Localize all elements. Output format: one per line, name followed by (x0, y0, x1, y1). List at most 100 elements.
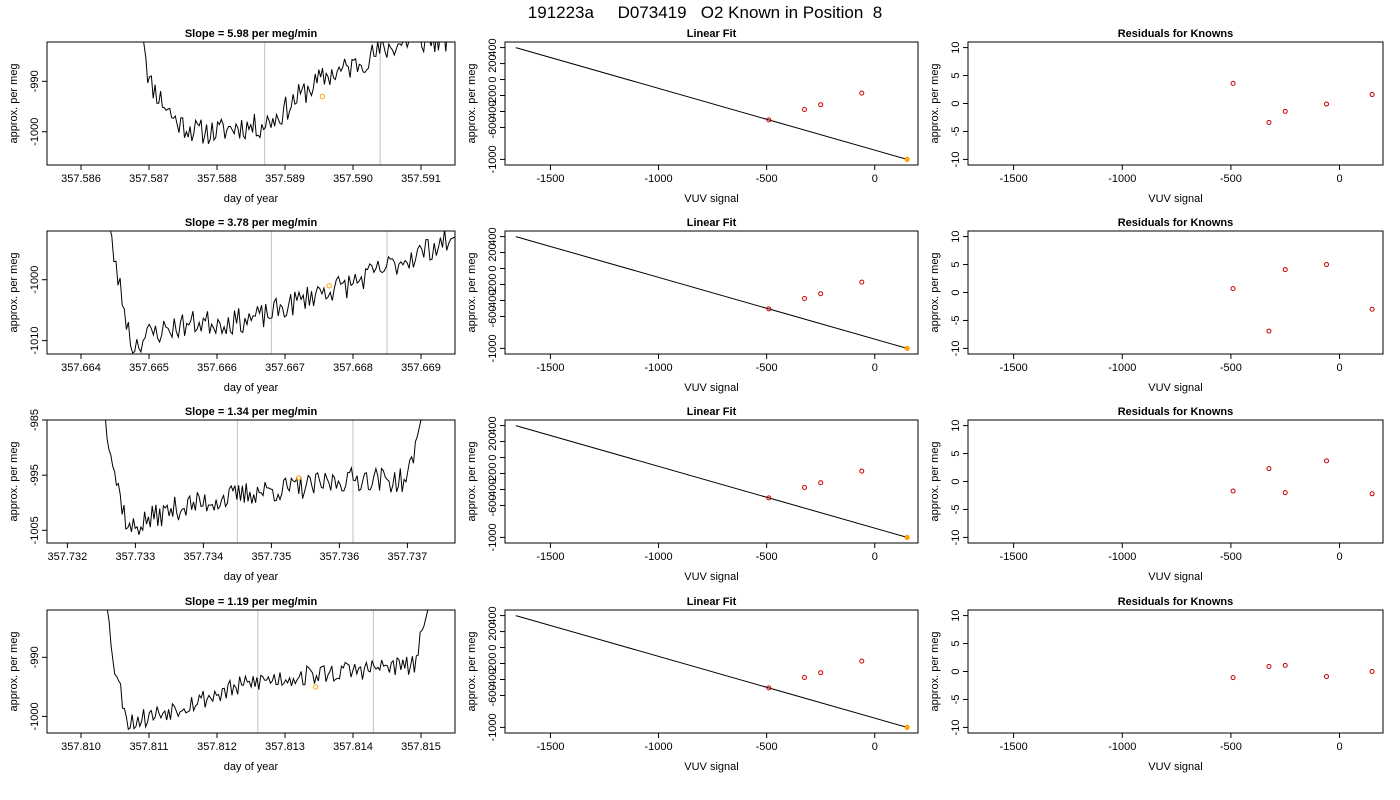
residual-point (1282, 108, 1288, 114)
y-tick-label: 200 (487, 54, 499, 72)
x-tick-label: 357.591 (401, 173, 441, 185)
x-tick-label: 357.734 (184, 551, 224, 563)
y-axis-label: approx. per meg (929, 441, 941, 521)
known-point (766, 306, 772, 312)
y-tick-label: -600 (487, 684, 499, 706)
y-axis-label: approx. per meg (8, 252, 20, 332)
y-axis-label: approx. per meg (466, 631, 478, 711)
x-tick-label: 0 (1336, 362, 1342, 374)
y-tick-label: -200 (487, 462, 499, 484)
x-tick-label: -500 (1220, 551, 1242, 563)
x-axis-label: VUV signal (1148, 193, 1202, 205)
y-tick-label: -10 (950, 340, 962, 356)
y-tick-label: -1000 (487, 145, 499, 173)
panel-title: Residuals for Knowns (1118, 217, 1234, 229)
panel-title: Linear Fit (687, 217, 737, 229)
panel-r4-trace: Slope = 1.19 per meg/min day of year appro… (8, 596, 456, 773)
known-point (766, 685, 772, 691)
y-tick-label: -1000 (487, 334, 499, 362)
residual-point (1282, 490, 1288, 496)
residual-point (1230, 675, 1236, 681)
y-tick-label: 5 (950, 72, 962, 78)
data-trace-line (110, 231, 455, 354)
y-tick-label: 5 (950, 640, 962, 646)
sample-marker (312, 684, 319, 690)
x-tick-label: -1000 (1108, 173, 1136, 185)
residual-point (1230, 286, 1236, 292)
panel-r1-resid: Residuals for Knowns VUV signal approx. pe… (929, 28, 1384, 205)
x-axis-label: VUV signal (1148, 571, 1202, 583)
residual-point (1282, 267, 1288, 273)
plot-frame (46, 230, 456, 355)
x-tick-label: -1500 (1000, 362, 1028, 374)
plot-frame (46, 609, 456, 734)
y-tick-label: -10 (950, 719, 962, 735)
y-tick-label: -200 (487, 652, 499, 674)
x-tick-label: 357.587 (129, 173, 169, 185)
panel-title: Slope = 3.78 per meg/min (185, 217, 318, 229)
known-point (859, 468, 865, 474)
y-axis-label: approx. per meg (8, 63, 20, 143)
residual-point (1282, 662, 1288, 668)
x-tick-label: -500 (1220, 173, 1242, 185)
fit-line (515, 47, 908, 160)
panel-title: Linear Fit (687, 28, 737, 40)
x-tick-label: -1000 (644, 741, 672, 753)
y-tick-label: -10 (950, 151, 962, 167)
x-tick-label: 357.810 (61, 741, 101, 753)
known-point (818, 102, 824, 108)
x-tick-label: 0 (1336, 173, 1342, 185)
panel-title: Slope = 1.19 per meg/min (185, 596, 318, 608)
plot-frame (967, 419, 1384, 544)
y-tick-label: 5 (950, 261, 962, 267)
x-tick-label: 357.667 (265, 362, 305, 374)
residual-point (1266, 328, 1272, 334)
sample-marker (319, 93, 326, 100)
y-tick-label: -1005 (29, 516, 41, 544)
residual-point (1266, 466, 1272, 472)
y-tick-label: -600 (487, 116, 499, 138)
y-tick-label: -1000 (29, 118, 41, 146)
plot-frame (967, 609, 1384, 734)
x-tick-label: 357.669 (401, 362, 441, 374)
y-tick-label: -990 (29, 70, 41, 92)
y-tick-label: 10 (950, 41, 962, 53)
x-tick-label: -1000 (1108, 551, 1136, 563)
y-axis-label: approx. per meg (466, 252, 478, 332)
y-tick-label: 200 (487, 622, 499, 640)
x-tick-label: -1000 (644, 551, 672, 563)
y-tick-label: -5 (950, 316, 962, 326)
known-point (818, 670, 824, 676)
y-tick-label: 0 (950, 478, 962, 484)
plot-frame (504, 419, 919, 544)
x-tick-label: -1500 (536, 551, 564, 563)
plot-frame (504, 41, 919, 166)
x-tick-label: -1500 (1000, 741, 1028, 753)
y-tick-label: -400 (487, 100, 499, 122)
y-tick-label: -985 (29, 409, 41, 431)
x-axis-label: VUV signal (1148, 382, 1202, 394)
plot-area (515, 236, 910, 351)
x-axis-label: VUV signal (684, 761, 738, 773)
panel-title: Linear Fit (687, 596, 737, 608)
y-tick-label: 400 (487, 606, 499, 624)
x-tick-label: 0 (1336, 741, 1342, 753)
residual-point (1230, 80, 1236, 86)
fit-line (515, 615, 908, 728)
x-tick-label: -1000 (644, 173, 672, 185)
y-tick-label: 400 (487, 38, 499, 56)
y-tick-label: 10 (950, 419, 962, 431)
data-trace-line (105, 420, 422, 535)
x-axis-label: day of year (224, 193, 279, 205)
y-axis-label: approx. per meg (929, 252, 941, 332)
panel-title: Residuals for Knowns (1118, 596, 1234, 608)
plot-area (515, 615, 910, 730)
panel-r2-resid: Residuals for Knowns VUV signal approx. pe… (929, 217, 1384, 394)
y-tick-label: -1000 (29, 702, 41, 730)
known-point (859, 90, 865, 96)
x-tick-label: 357.814 (333, 741, 373, 753)
residual-point (1369, 669, 1375, 674)
x-tick-label: -500 (1220, 362, 1242, 374)
y-tick-label: 10 (950, 609, 962, 621)
